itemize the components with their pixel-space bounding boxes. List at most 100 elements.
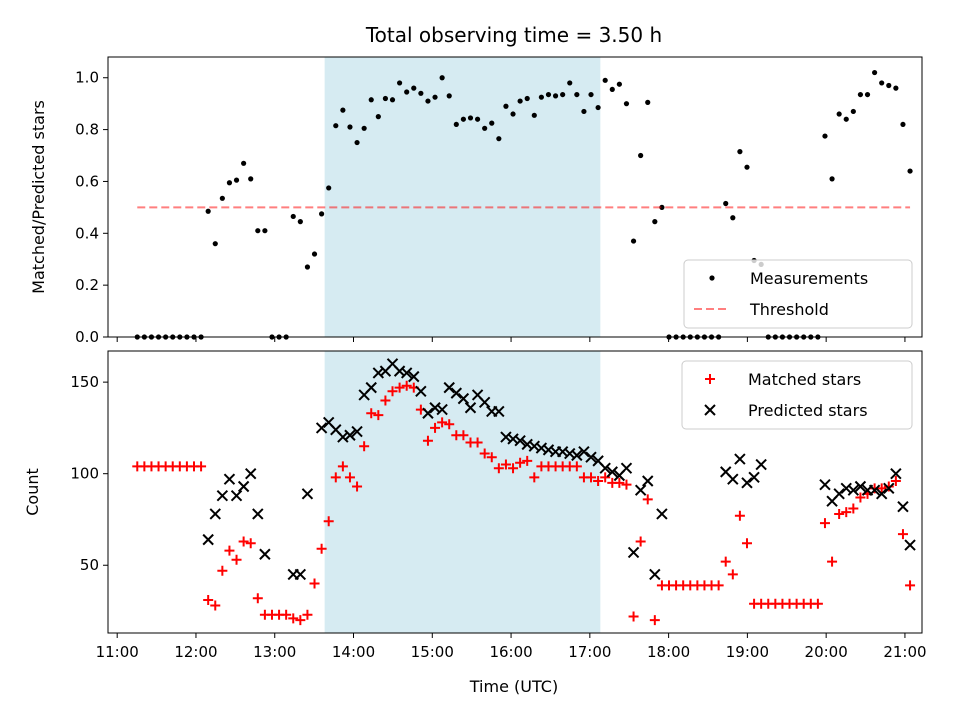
data-point	[538, 94, 544, 100]
data-point	[755, 458, 767, 471]
x-tick-label: 19:00	[726, 643, 769, 661]
data-point	[443, 381, 455, 394]
data-point	[741, 538, 752, 549]
y-tick-label: 50	[80, 556, 99, 574]
data-point	[474, 116, 481, 122]
data-point	[904, 539, 916, 551]
data-point	[444, 419, 455, 430]
data-point	[567, 80, 573, 86]
x-axis-label: Time (UTC)	[469, 677, 558, 696]
data-point	[422, 435, 433, 446]
data-point	[600, 472, 611, 483]
data-point	[453, 121, 459, 128]
data-point	[727, 473, 739, 485]
data-point	[634, 484, 647, 496]
data-point	[252, 593, 263, 604]
legend-label: Predicted stars	[748, 401, 868, 420]
data-point	[294, 568, 307, 581]
data-point	[734, 510, 745, 521]
data-point	[425, 98, 431, 104]
data-point	[401, 380, 412, 391]
data-point	[571, 461, 582, 472]
legend-label: Measurements	[750, 269, 868, 288]
data-point	[226, 180, 233, 186]
series-1	[202, 358, 916, 581]
data-point	[850, 108, 856, 115]
data-point	[202, 533, 214, 546]
legend-box	[681, 360, 913, 430]
data-point	[855, 492, 866, 503]
data-point	[508, 463, 519, 474]
data-point	[467, 115, 474, 121]
data-point	[741, 477, 753, 489]
data-point	[396, 80, 403, 86]
data-point	[241, 160, 247, 166]
data-point	[281, 609, 292, 620]
data-point	[209, 508, 221, 520]
data-point	[450, 387, 463, 399]
data-point	[500, 459, 511, 470]
data-point	[196, 461, 207, 472]
data-point	[524, 95, 530, 102]
data-point	[635, 536, 646, 547]
data-point	[621, 479, 632, 490]
data-point	[446, 93, 452, 99]
data-point	[217, 565, 228, 576]
y-tick-label: 1.0	[75, 69, 99, 87]
data-point	[387, 386, 398, 397]
data-point	[304, 264, 311, 270]
data-point	[900, 121, 906, 128]
series-0	[132, 380, 916, 626]
data-point	[819, 518, 830, 529]
data-point	[593, 476, 604, 487]
data-point	[819, 478, 831, 491]
data-point	[404, 89, 410, 95]
legend-box	[683, 259, 913, 329]
x-tick-label: 18:00	[647, 643, 690, 661]
data-point	[418, 90, 424, 96]
data-point	[822, 133, 828, 139]
data-point	[205, 208, 211, 214]
data-point	[529, 472, 540, 483]
data-point	[344, 429, 356, 441]
data-point	[864, 91, 871, 98]
x-tick-label: 16:00	[489, 643, 532, 661]
data-point	[326, 185, 332, 191]
data-point	[642, 475, 654, 487]
data-point	[649, 568, 661, 581]
data-point	[458, 430, 469, 441]
data-point	[609, 86, 615, 93]
data-point	[571, 449, 583, 462]
data-point	[659, 204, 665, 210]
data-point	[231, 554, 242, 565]
legend-marker	[704, 404, 716, 416]
data-point	[614, 477, 625, 488]
data-point	[479, 448, 490, 459]
data-point	[245, 467, 257, 480]
data-point	[323, 516, 334, 527]
data-point	[496, 136, 502, 142]
bottom-panel-counts: 50 100 150 11:00 12:00 13:00 14:00 15:00 16:00 17…	[23, 350, 927, 661]
data-point	[893, 85, 899, 91]
data-point	[652, 219, 658, 225]
data-point	[581, 108, 587, 115]
x-tick-label: 14:00	[332, 643, 375, 661]
data-point	[734, 453, 746, 465]
data-point	[344, 472, 355, 483]
data-point	[510, 111, 516, 117]
data-point	[394, 382, 405, 393]
data-point	[517, 98, 523, 104]
observing-window-span	[324, 57, 601, 337]
data-point	[219, 195, 225, 201]
data-point	[301, 488, 314, 500]
x-tick-label: 20:00	[805, 643, 848, 661]
data-point	[290, 213, 296, 220]
data-point	[408, 370, 420, 383]
data-point	[337, 461, 348, 472]
data-point	[354, 139, 360, 146]
data-point	[628, 611, 639, 622]
data-point	[829, 176, 835, 182]
data-point	[340, 107, 346, 113]
x-tick-label: 13:00	[253, 643, 296, 661]
data-point	[389, 97, 396, 103]
